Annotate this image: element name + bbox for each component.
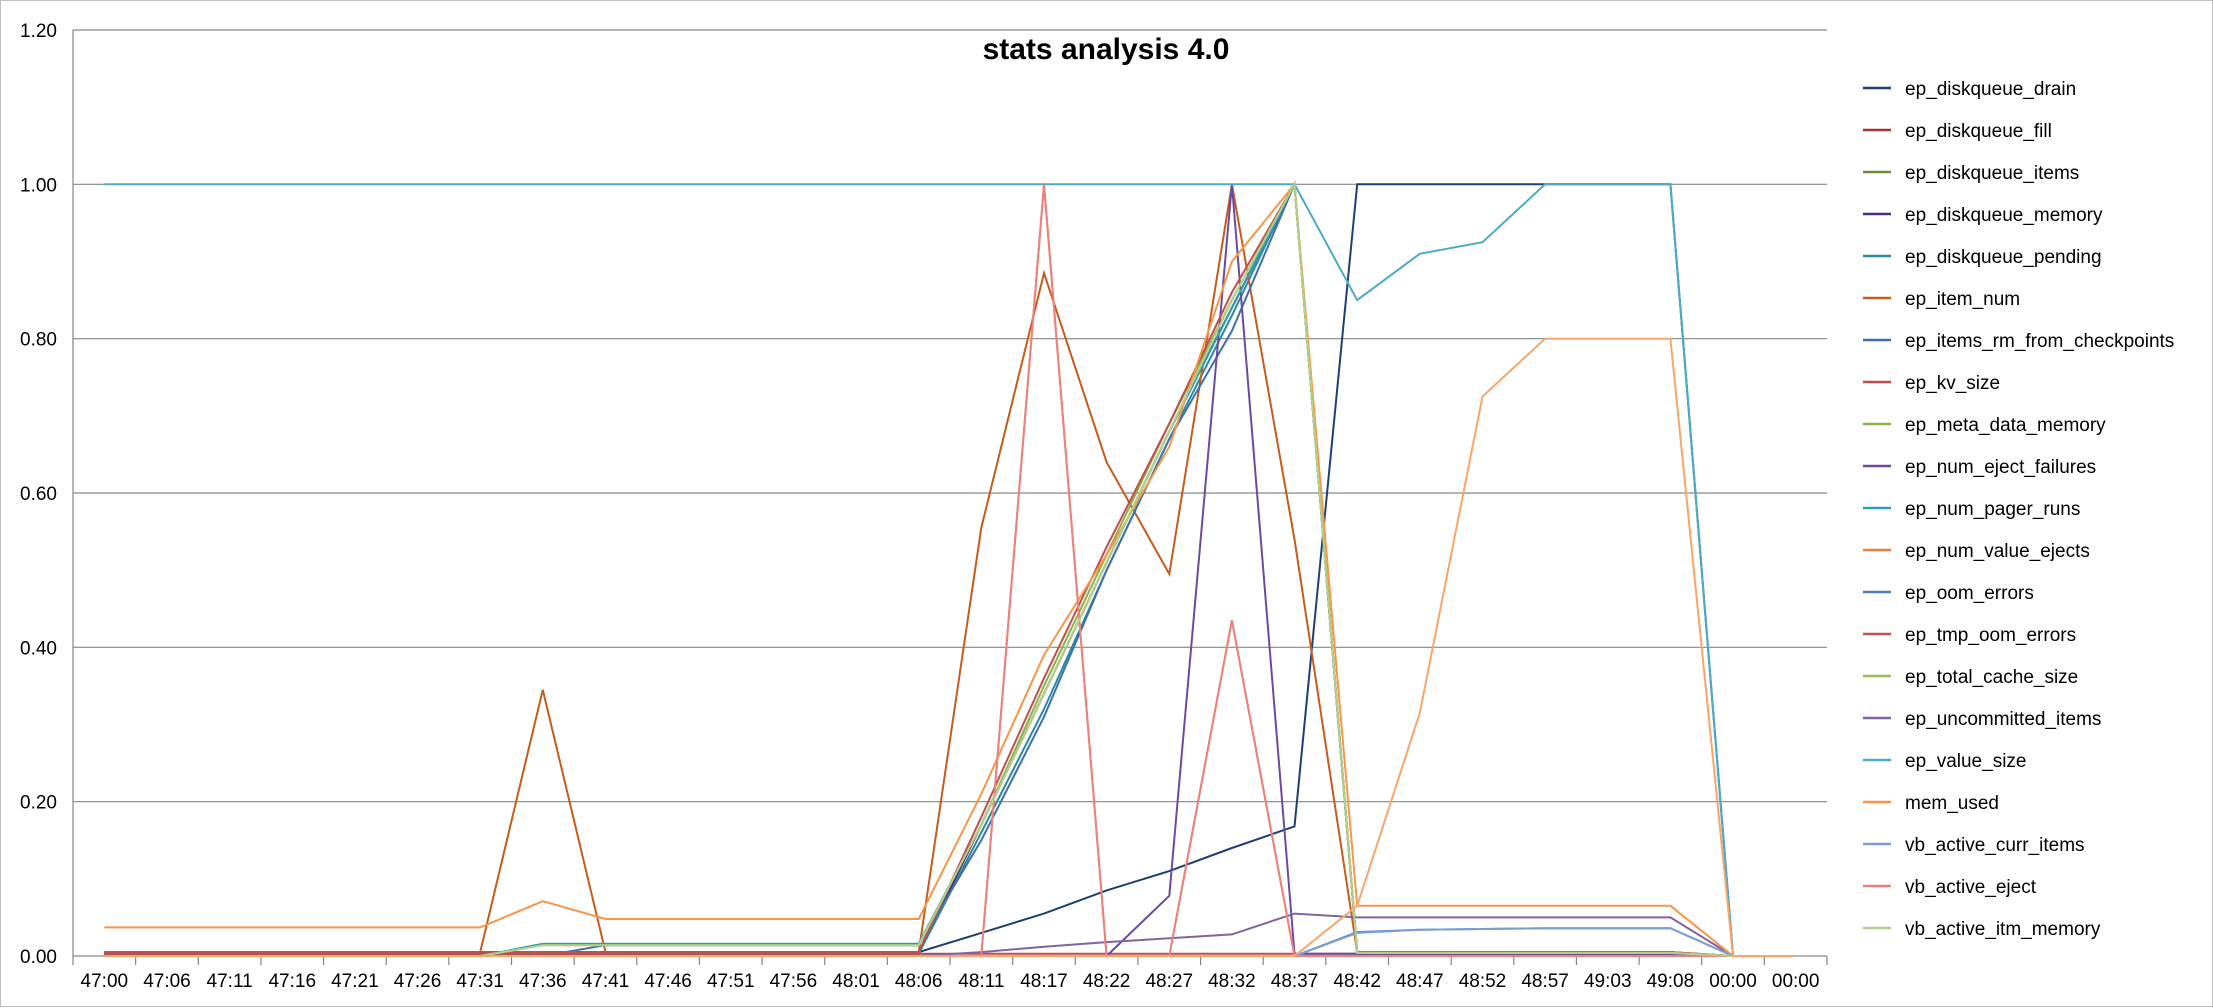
series-line-ep-item-num — [104, 184, 1796, 957]
x-tick-label: 49:08 — [1647, 971, 1695, 992]
legend-label-ep-num-value-ejects: ep_num_value_ejects — [1905, 541, 2090, 562]
legend: ep_diskqueue_drain ep_diskqueue_fill ep_di… — [1863, 79, 2174, 940]
x-tick-label: 47:11 — [207, 971, 253, 992]
series-line-mem-used — [104, 181, 1796, 957]
legend-label-ep-diskqueue-items: ep_diskqueue_items — [1905, 163, 2079, 184]
legend-label-ep-value-size: ep_value_size — [1905, 751, 2026, 772]
series-line-ep-num-value-ejects — [104, 184, 1796, 957]
x-tick-label: 00:00 — [1772, 971, 1820, 992]
legend-label-ep-items-rm-from-checkpoints: ep_items_rm_from_checkpoints — [1905, 331, 2174, 352]
y-tick-label: 0.80 — [20, 330, 57, 351]
x-tick-label: 48:52 — [1459, 971, 1507, 992]
series-line-vb-active-eject — [104, 184, 1796, 957]
series-line-unlabeled — [104, 337, 1796, 957]
series-lines — [104, 180, 1796, 957]
legend-label-vb-active-itm-memory: vb_active_itm_memory — [1905, 919, 2101, 940]
legend-label-ep-kv-size: ep_kv_size — [1905, 373, 2000, 394]
y-tick-label: 1.00 — [20, 175, 57, 196]
series-line-ep-diskqueue-fill — [104, 180, 1796, 957]
series-line-ep-value-size — [104, 183, 1796, 957]
legend-label-ep-num-pager-runs: ep_num_pager_runs — [1905, 499, 2080, 520]
x-tick-label: 47:06 — [143, 971, 191, 992]
x-tick-label: 47:21 — [331, 971, 379, 992]
x-tick-label: 48:47 — [1396, 971, 1444, 992]
x-tick-label: 48:37 — [1271, 971, 1319, 992]
series-line-vb-active-itm-memory — [104, 180, 1796, 957]
axes: 0.00 0.20 0.40 0.60 0.80 1.00 1.20 47:00 47:06 47… — [20, 21, 1828, 992]
x-tick-label: 48:06 — [895, 971, 943, 992]
legend-label-ep-diskqueue-pending: ep_diskqueue_pending — [1905, 247, 2102, 268]
legend-label-ep-diskqueue-fill: ep_diskqueue_fill — [1905, 121, 2052, 142]
x-tick-label: 48:42 — [1333, 971, 1381, 992]
series-line-ep-uncommitted-items — [104, 912, 1796, 957]
x-tick-label: 47:41 — [582, 971, 630, 992]
y-tick-label: 0.60 — [20, 484, 57, 505]
series-line-ep-items-rm-from-checkpoints — [104, 183, 1796, 957]
x-tick-label: 48:27 — [1145, 971, 1193, 992]
x-tick-label: 49:03 — [1584, 971, 1632, 992]
legend-label-ep-uncommitted-items: ep_uncommitted_items — [1905, 709, 2101, 730]
chart-title: stats analysis 4.0 — [983, 33, 1230, 66]
y-tick-label: 0.00 — [20, 947, 57, 968]
series-line-ep-total-cache-size — [104, 180, 1796, 957]
series-line-ep-num-pager-runs — [104, 180, 1796, 957]
legend-label-vb-active-eject: vb_active_eject — [1905, 877, 2037, 898]
x-tick-label: 48:11 — [958, 971, 1004, 992]
x-tick-label: 48:57 — [1521, 971, 1569, 992]
x-tick-label: 48:22 — [1083, 971, 1131, 992]
x-tick-label: 47:00 — [81, 971, 129, 992]
x-tick-label: 47:26 — [394, 971, 442, 992]
legend-label-ep-meta-data-memory: ep_meta_data_memory — [1905, 415, 2106, 436]
series-line-ep-diskqueue-memory — [104, 180, 1796, 957]
y-tick-label: 1.20 — [20, 21, 57, 42]
x-tick-label: 47:16 — [268, 971, 316, 992]
series-line-ep-num-eject-failures — [104, 184, 1796, 957]
series-line-ep-meta-data-memory — [104, 180, 1796, 957]
legend-label-ep-total-cache-size: ep_total_cache_size — [1905, 667, 2078, 688]
legend-label-ep-diskqueue-drain: ep_diskqueue_drain — [1905, 79, 2076, 100]
x-tick-label: 47:56 — [770, 971, 818, 992]
legend-label-ep-num-eject-failures: ep_num_eject_failures — [1905, 457, 2096, 478]
series-line-ep-diskqueue-items — [104, 180, 1796, 957]
y-tick-label: 0.20 — [20, 793, 57, 814]
legend-label-mem-used: mem_used — [1905, 793, 1999, 814]
series-line-ep-diskqueue-pending — [104, 180, 1796, 957]
series-line-ep-tmp-oom-errors — [104, 181, 1796, 957]
x-tick-label: 48:32 — [1208, 971, 1256, 992]
x-tick-label: 48:17 — [1020, 971, 1068, 992]
x-tick-label: 47:36 — [519, 971, 567, 992]
x-tick-label: 47:31 — [456, 971, 504, 992]
legend-label-ep-diskqueue-memory: ep_diskqueue_memory — [1905, 205, 2103, 226]
legend-label-ep-item-num: ep_item_num — [1905, 289, 2020, 310]
x-tick-label: 00:00 — [1709, 971, 1757, 992]
y-tick-label: 0.40 — [20, 638, 57, 659]
legend-label-ep-oom-errors: ep_oom_errors — [1905, 583, 2034, 604]
x-tick-label: 47:46 — [644, 971, 692, 992]
legend-label-ep-tmp-oom-errors: ep_tmp_oom_errors — [1905, 625, 2076, 646]
series-line-ep-diskqueue-drain — [104, 183, 1796, 957]
legend-label-vb-active-curr-items: vb_active_curr_items — [1905, 835, 2085, 856]
x-tick-label: 47:51 — [707, 971, 755, 992]
gridlines — [73, 29, 1827, 803]
x-tick-label: 48:01 — [832, 971, 880, 992]
